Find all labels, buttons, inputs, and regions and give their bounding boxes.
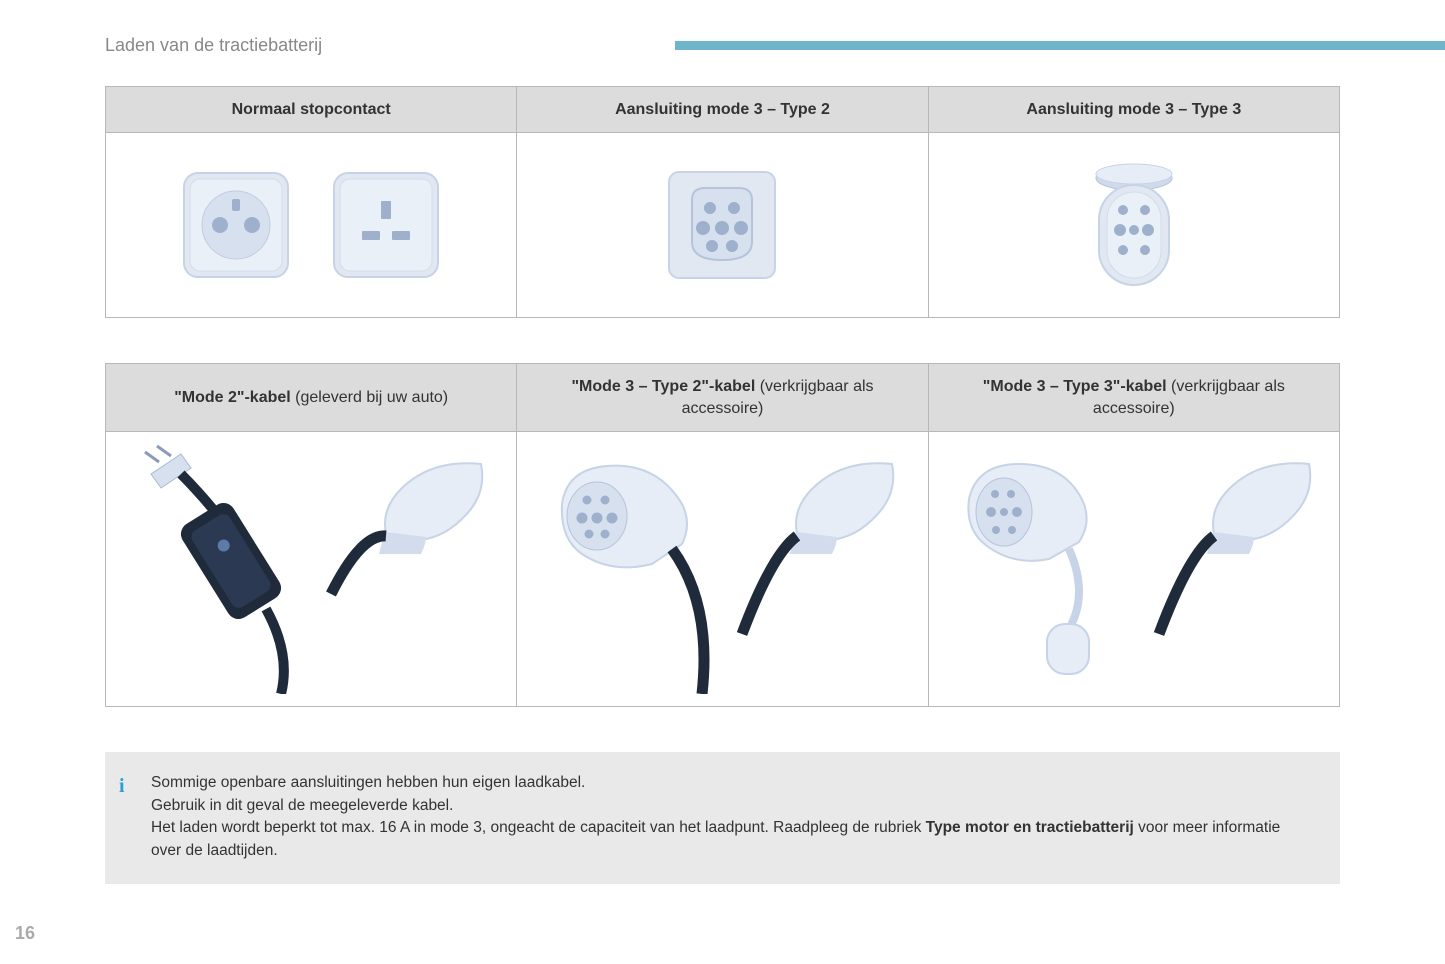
socket-header-2: Aansluiting mode 3 – Type 2 <box>517 87 928 133</box>
type2-socket-icon <box>657 160 787 290</box>
cable-header-2: "Mode 3 – Type 2"-kabel (verkrijgbaar al… <box>517 364 928 432</box>
eu-outlet-icon <box>176 165 296 285</box>
info-icon: i <box>119 772 125 801</box>
header-accent-bar <box>675 41 1445 50</box>
mode3-type3-cable-icon <box>949 444 1319 694</box>
sockets-table: Normaal stopcontact Aansluiting mode 3 –… <box>105 86 1340 318</box>
socket-image-1 <box>106 133 517 318</box>
info-line-3a: Het laden wordt beperkt tot max. 16 A in… <box>151 819 926 836</box>
info-line-1: Sommige openbare aansluitingen hebben hu… <box>151 774 585 791</box>
socket-image-3 <box>928 133 1339 318</box>
cable-header-1: "Mode 2"-kabel (geleverd bij uw auto) <box>106 364 517 432</box>
page-number: 16 <box>15 923 35 944</box>
page-title: Laden van de tractiebatterij <box>0 35 322 56</box>
mode3-type2-cable-icon <box>542 444 902 694</box>
info-line-2: Gebruik in dit geval de meegeleverde kab… <box>151 797 453 814</box>
cable-image-1 <box>106 432 517 707</box>
type3-socket-icon <box>1069 150 1199 300</box>
mode2-cable-icon <box>131 444 491 694</box>
info-line-3-bold: Type motor en tractiebatterij <box>926 819 1134 836</box>
socket-header-3: Aansluiting mode 3 – Type 3 <box>928 87 1339 133</box>
cable-header-3: "Mode 3 – Type 3"-kabel (verkrijgbaar al… <box>928 364 1339 432</box>
cables-table: "Mode 2"-kabel (geleverd bij uw auto) "M… <box>105 363 1340 707</box>
uk-outlet-icon <box>326 165 446 285</box>
cable-image-3 <box>928 432 1339 707</box>
cable-image-2 <box>517 432 928 707</box>
info-box: i Sommige openbare aansluitingen hebben … <box>105 752 1340 884</box>
socket-header-1: Normaal stopcontact <box>106 87 517 133</box>
socket-image-2 <box>517 133 928 318</box>
